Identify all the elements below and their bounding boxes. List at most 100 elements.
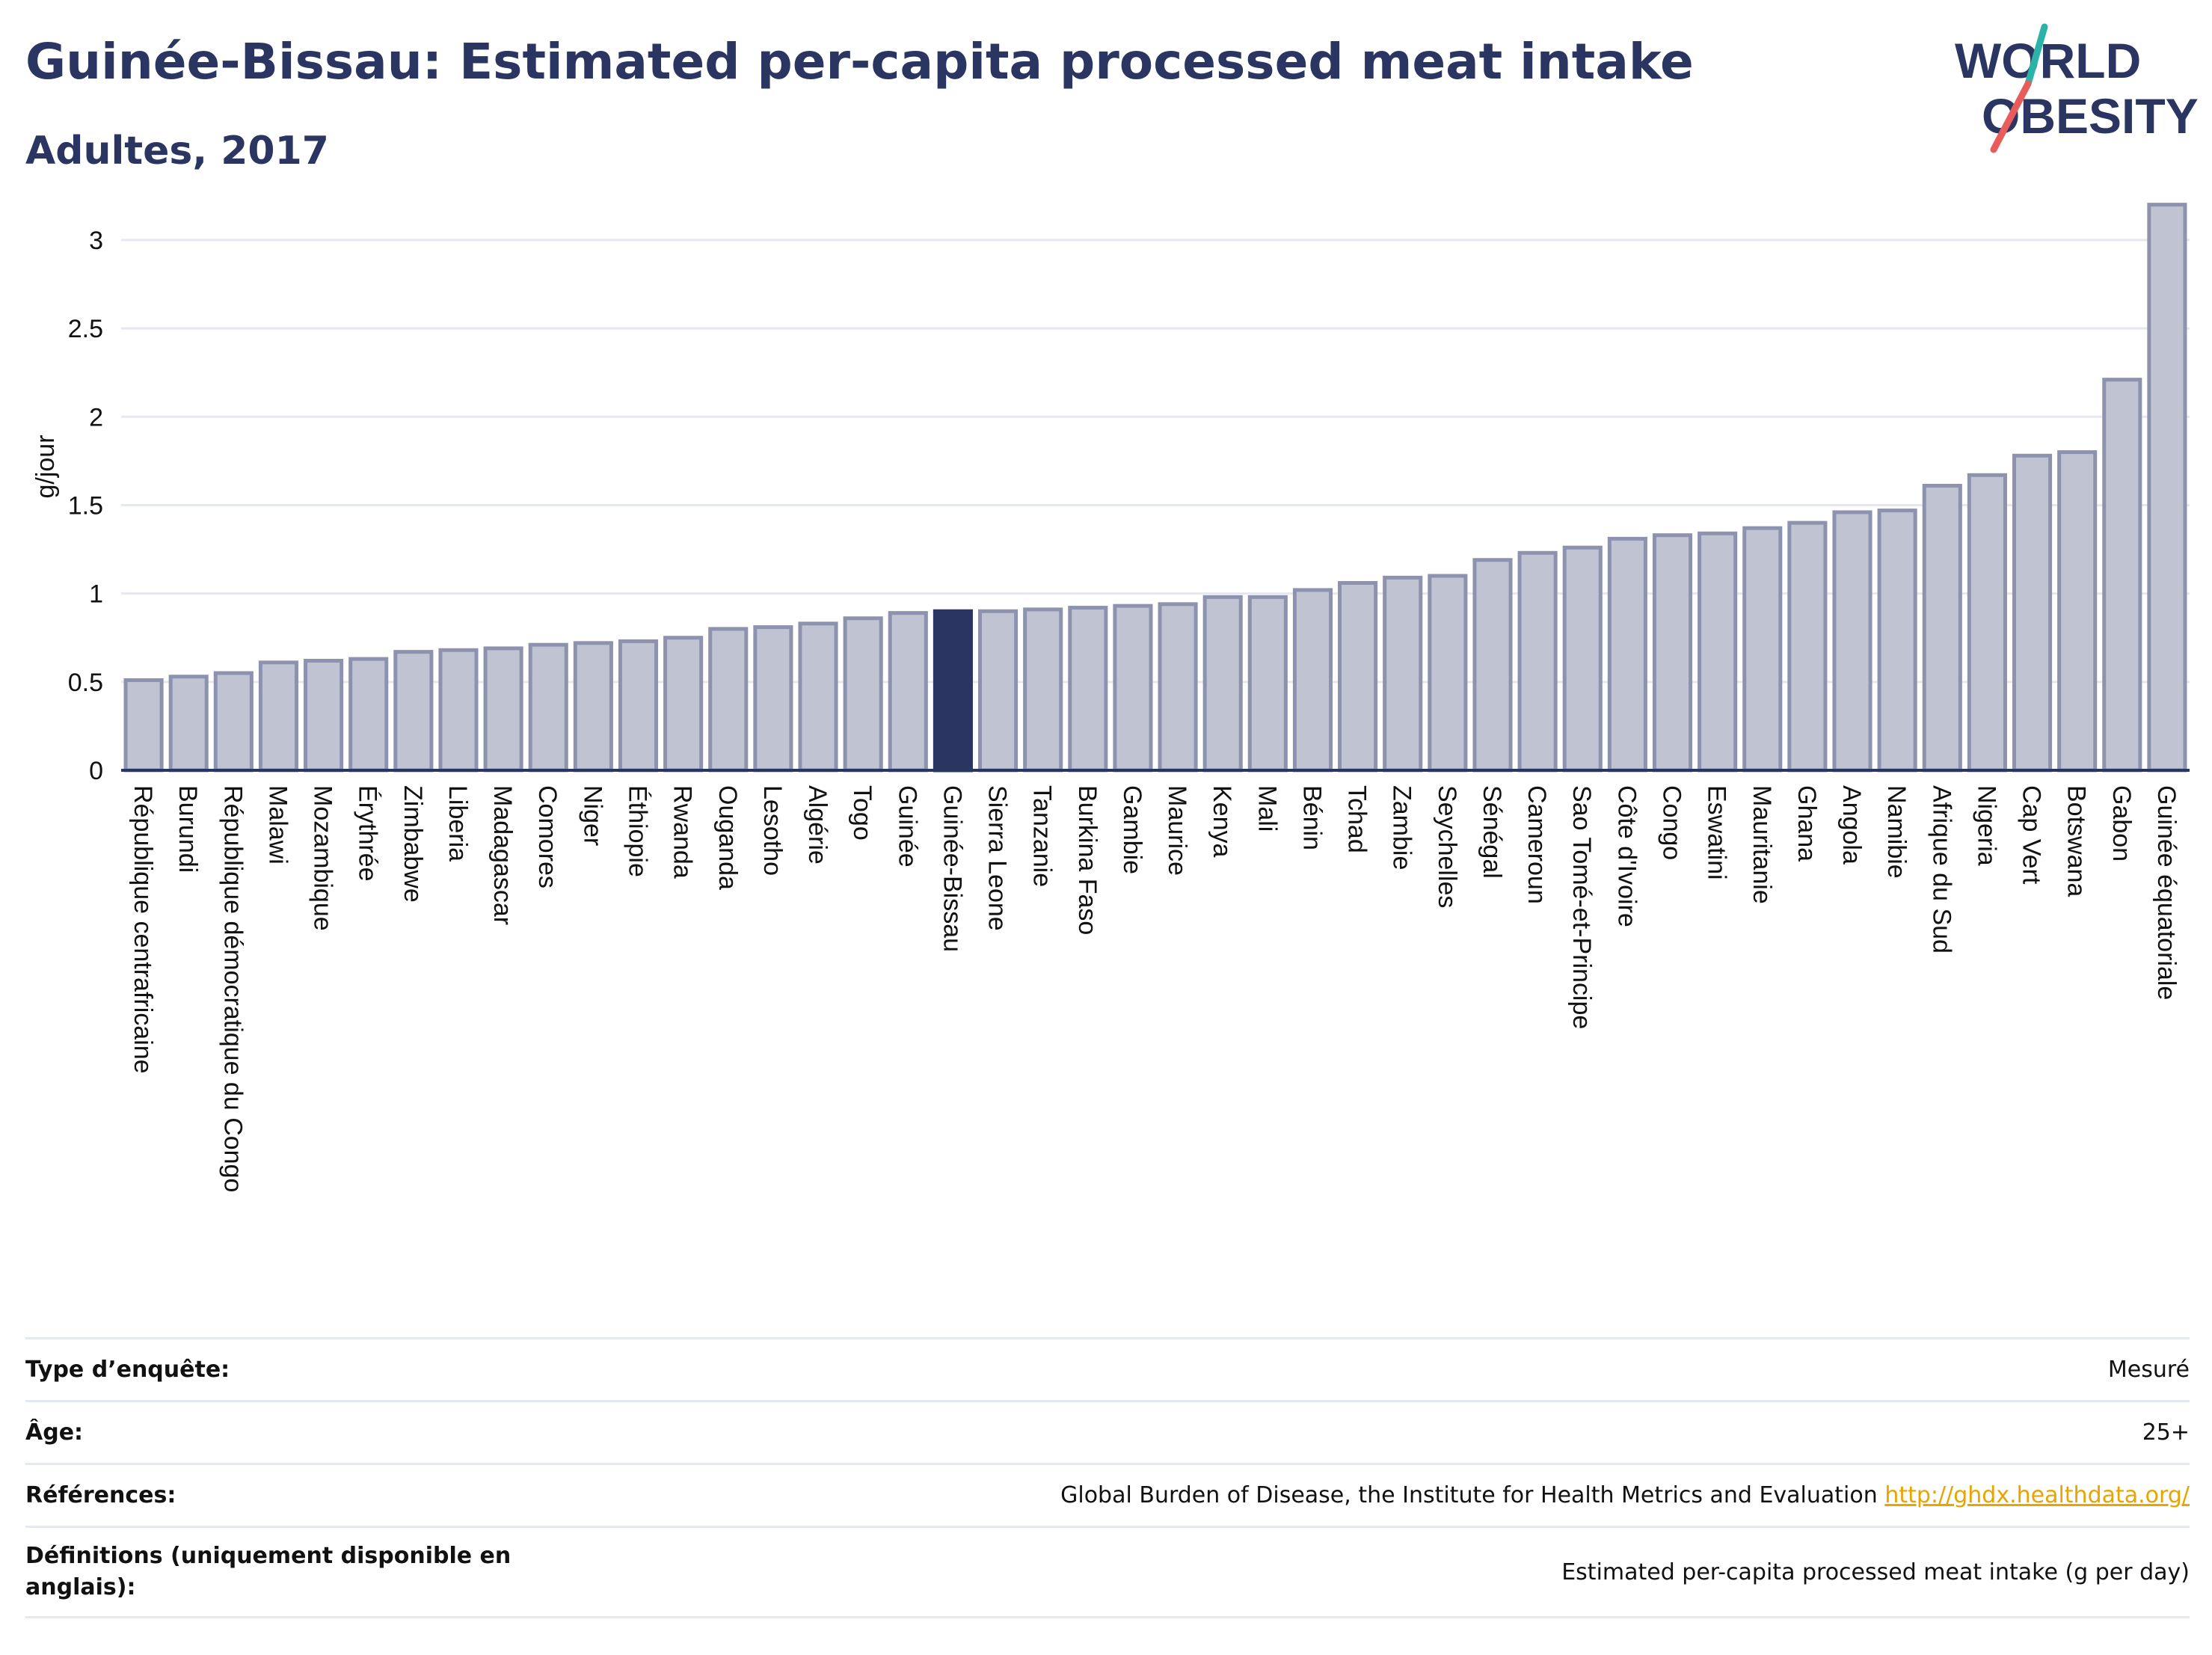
meta-value-references: Global Burden of Disease, the Institute … [1060, 1482, 2190, 1508]
x-tick-label: Cameroun [1523, 785, 1551, 904]
x-tick-label: Eswatini [1703, 785, 1731, 880]
references-text: Global Burden of Disease, the Institute … [1060, 1482, 1878, 1508]
meta-row-age: Âge: 25+ [25, 1400, 2190, 1463]
bar[interactable] [1428, 574, 1468, 773]
meta-label-survey-type: Type d’enquête: [25, 1357, 230, 1383]
bar[interactable] [1023, 607, 1063, 773]
bar[interactable] [708, 627, 749, 773]
x-tick-label: Gabon [2107, 785, 2136, 862]
y-tick-label: 0 [89, 757, 103, 785]
bar[interactable] [1292, 588, 1333, 773]
y-tick-label: 0.5 [68, 669, 103, 697]
meta-value-definitions: Estimated per-capita processed meat inta… [1561, 1559, 2190, 1585]
bar[interactable] [2147, 203, 2187, 773]
x-tick-label: Mozambique [309, 785, 337, 931]
bar[interactable] [1967, 473, 2007, 773]
bar[interactable] [483, 646, 523, 773]
bar[interactable] [843, 616, 883, 773]
bar[interactable] [1877, 509, 1917, 773]
bar[interactable] [663, 636, 704, 773]
bar[interactable] [1652, 533, 1693, 773]
x-tick-label: Ghana [1792, 785, 1821, 862]
bar[interactable] [1068, 606, 1108, 773]
bar[interactable] [888, 611, 928, 773]
meta-value-survey-type: Mesuré [2107, 1357, 2190, 1383]
y-tick-label: 1 [89, 580, 103, 609]
bar[interactable] [1787, 521, 1828, 773]
y-axis-ticks: 0 0.5 1 1.5 2 2.5 3 [68, 227, 103, 785]
x-tick-label: Tanzanie [1028, 785, 1057, 887]
references-link[interactable]: http://ghdx.healthdata.org/ [1884, 1482, 2190, 1508]
x-tick-label: Angola [1837, 785, 1866, 865]
bar[interactable] [348, 657, 389, 773]
x-tick-label: Ouganda [713, 785, 742, 890]
x-tick-label: Zambie [1388, 785, 1416, 870]
x-tick-label: Madagascar [488, 785, 517, 925]
x-tick-label: Tchad [1343, 785, 1371, 853]
x-tick-label: Zimbabwe [399, 785, 427, 903]
bar[interactable] [304, 658, 344, 773]
x-tick-label: Togo [848, 785, 876, 841]
x-tick-label: Comores [533, 785, 562, 888]
bar[interactable] [528, 642, 568, 773]
x-tick-label: Botswana [2062, 785, 2091, 897]
bar[interactable] [573, 641, 613, 773]
x-tick-label: Niger [578, 785, 606, 846]
bar[interactable] [1158, 602, 1198, 773]
bar[interactable] [438, 648, 479, 773]
x-tick-label: Gambie [1118, 785, 1146, 874]
bar[interactable] [2102, 378, 2142, 773]
bar[interactable] [1517, 550, 1558, 773]
world-obesity-logo: WORLD OBESITY [1955, 23, 2199, 153]
logo-slash-teal [2024, 23, 2048, 87]
x-tick-label: Côte d'Ivoire [1612, 785, 1641, 927]
bar[interactable] [168, 675, 209, 773]
bar[interactable] [123, 678, 164, 773]
x-tick-label: Érythrée [354, 785, 382, 882]
bar[interactable] [213, 671, 254, 773]
x-tick-label: Liberia [443, 785, 472, 862]
bar[interactable] [258, 660, 299, 773]
x-tick-label: Mali [1253, 785, 1281, 832]
logo-slash-coral [1990, 80, 2032, 153]
x-tick-label: Kenya [1208, 785, 1236, 857]
bar[interactable] [1832, 510, 1872, 773]
x-tick-label: Nigeria [1972, 785, 2000, 866]
meta-row-definitions: Définitions (uniquement disponible en an… [25, 1526, 2190, 1618]
x-tick-label: Namibie [1882, 785, 1911, 879]
y-tick-label: 2.5 [68, 315, 103, 343]
bar[interactable] [1472, 558, 1513, 773]
bar[interactable] [1607, 536, 1647, 773]
bar[interactable] [1338, 580, 1378, 773]
x-tick-label: Afrique du Sud [1927, 785, 1956, 954]
bar[interactable] [393, 650, 434, 773]
bar[interactable] [2057, 450, 2098, 773]
x-tick-label: République centrafricaine [129, 785, 157, 1074]
x-tick-label: Mauritanie [1748, 785, 1776, 904]
bar[interactable] [1202, 595, 1243, 773]
bar[interactable] [1698, 531, 1738, 773]
x-tick-label: Maurice [1163, 785, 1191, 876]
bar[interactable] [618, 639, 659, 773]
bar[interactable] [1922, 483, 1962, 773]
bar[interactable] [798, 621, 838, 773]
bar[interactable] [1742, 526, 1783, 773]
x-tick-label: Rwanda [669, 785, 697, 879]
bar-highlighted[interactable] [933, 609, 973, 773]
x-tick-label: Burkina Faso [1073, 785, 1102, 935]
x-tick-label: Bénin [1297, 785, 1326, 850]
y-tick-label: 1.5 [68, 491, 103, 520]
metadata-table: Type d’enquête: Mesuré Âge: 25+ Référenc… [25, 1337, 2190, 1618]
bar[interactable] [977, 609, 1019, 773]
bar[interactable] [2012, 453, 2053, 773]
bar-chart: 0 0.5 1 1.5 2 2.5 3 République centrafricaine B… [31, 203, 2190, 1192]
x-tick-label: Cap Vert [2018, 785, 2046, 885]
x-tick-label: Sénégal [1478, 785, 1506, 879]
bar[interactable] [1247, 595, 1288, 773]
bar[interactable] [1383, 575, 1423, 773]
bar[interactable] [1113, 604, 1153, 773]
x-tick-label: Guinée-Bissau [938, 785, 966, 952]
chart-subtitle: Adultes, 2017 [25, 129, 329, 174]
bar[interactable] [753, 625, 793, 773]
bar[interactable] [1562, 545, 1603, 773]
